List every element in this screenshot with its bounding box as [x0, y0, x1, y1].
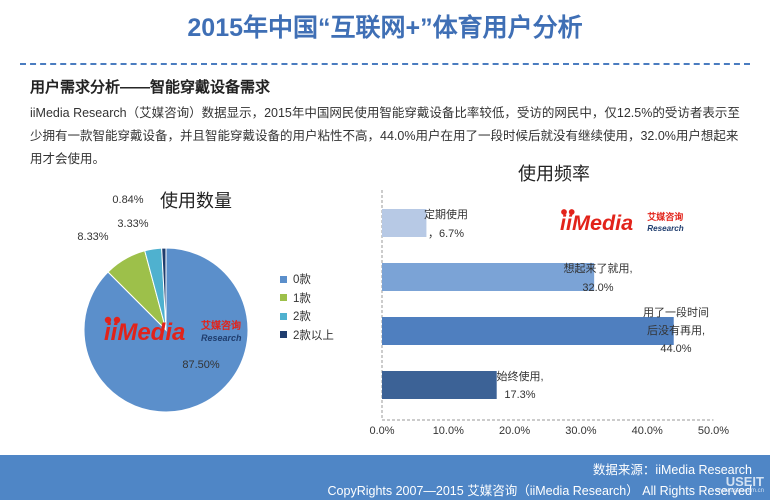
x-tick-label: 0.0%	[369, 425, 394, 437]
watermark-cn: 艾媒咨询	[647, 211, 683, 222]
pie-legend: 0款 1款 2款 2款以上	[280, 270, 334, 344]
section-subtitle: 用户需求分析——智能穿戴设备需求	[30, 79, 271, 96]
watermark-brand: iiMedia	[560, 210, 633, 235]
bar-data-label: ，6.7%	[428, 228, 464, 240]
bar-data-label: 始终使用,	[496, 369, 543, 383]
x-tick-label: 40.0%	[632, 425, 663, 437]
pie-chart-title: 使用数量	[160, 191, 232, 211]
legend-swatch	[280, 331, 287, 339]
x-tick-label: 20.0%	[499, 425, 530, 437]
useit-logo-sub: www.useit.com.cn	[715, 488, 764, 494]
title-divider	[20, 63, 750, 65]
legend-swatch	[280, 275, 287, 283]
footer-band	[0, 455, 770, 500]
bar	[382, 209, 427, 237]
pie-data-label: 3.33%	[117, 218, 148, 230]
pie-data-label: 87.50%	[182, 359, 220, 371]
bar-data-label: 后没有再用,	[647, 323, 705, 337]
legend-item: 2款	[280, 307, 334, 326]
useit-logo: USEIT	[725, 474, 764, 489]
legend-swatch	[280, 294, 287, 302]
watermark-cn: 艾媒咨询	[201, 319, 241, 332]
imedia-watermark: iiMedia 艾媒咨询 Research	[560, 209, 684, 235]
legend-label: 1款	[293, 292, 311, 305]
bar-data-label: 定期使用	[424, 207, 468, 221]
bar-data-label: 32.0%	[582, 282, 613, 294]
section-paragraph: iiMedia Research（艾媒咨询）数据显示，2015年中国网民使用智能…	[30, 106, 740, 166]
bar	[382, 263, 595, 291]
watermark-en: Research	[201, 333, 242, 343]
x-tick-label: 10.0%	[433, 425, 464, 437]
bar-data-label: 想起来了就用,	[563, 261, 632, 275]
pie-chart: 87.50% 8.33% 3.33% 0.84% iiMedia 艾媒咨询Researc…	[77, 194, 249, 413]
watermark-dot	[104, 316, 112, 324]
copyright-text: CopyRights 2007—2015 艾媒咨询（iiMedia Resear…	[327, 484, 752, 498]
legend-item: 0款	[280, 270, 334, 289]
legend-item: 2款以上	[280, 326, 334, 345]
legend-swatch	[280, 312, 287, 320]
legend-label: 2款	[293, 311, 311, 324]
legend-label: 2款以上	[293, 329, 334, 342]
bar-data-label: 44.0%	[660, 343, 691, 355]
bar	[382, 371, 497, 399]
legend-item: 1款	[280, 289, 334, 308]
watermark-dot	[568, 209, 575, 215]
data-source: 数据来源：iiMedia Research	[592, 463, 752, 477]
pie-slice	[161, 247, 167, 331]
pie-data-label: 0.84%	[112, 194, 143, 206]
watermark-dot	[113, 316, 121, 324]
bar-chart-title: 使用频率	[518, 164, 590, 184]
x-tick-label: 30.0%	[565, 425, 596, 437]
watermark-brand: iiMedia	[104, 319, 185, 346]
bar	[382, 317, 674, 345]
page-title: 2015年中国“互联网+”体育用户分析	[187, 14, 583, 42]
bar-chart: 0.0% 10.0% 20.0% 30.0% 40.0% 50.0% 定期使用 ，6.7% 想…	[369, 190, 729, 437]
watermark-dot	[561, 209, 567, 215]
pie-data-label: 8.33%	[77, 231, 108, 243]
watermark-en: Research	[647, 224, 684, 233]
legend-label: 0款	[293, 274, 311, 287]
bar-data-label: 用了一段时间	[643, 305, 709, 319]
bar-data-label: 17.3%	[504, 389, 535, 401]
x-tick-label: 50.0%	[698, 425, 729, 437]
